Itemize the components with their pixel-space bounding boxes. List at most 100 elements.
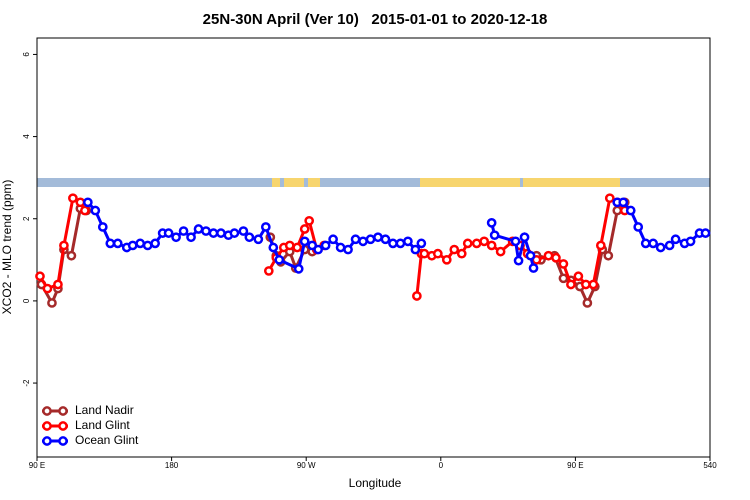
data-point	[395, 238, 406, 249]
data-point	[68, 193, 78, 204]
data-point	[612, 205, 623, 216]
legend-label: Land Glint	[75, 418, 130, 432]
data-point	[328, 234, 338, 245]
data-point	[105, 238, 116, 249]
data-point	[582, 298, 593, 308]
data-point	[260, 222, 271, 232]
x-tick-label: 180	[165, 461, 179, 470]
data-point	[53, 279, 63, 290]
data-point	[299, 224, 310, 234]
plot-frame	[36, 37, 711, 458]
data-point	[412, 291, 422, 301]
x-tick-label: 90 E	[29, 461, 45, 470]
data-point	[42, 283, 53, 294]
data-point	[581, 279, 591, 290]
data-point	[171, 232, 181, 243]
data-point	[685, 236, 696, 247]
data-point	[640, 238, 651, 249]
y-tick-label: 6	[22, 52, 31, 57]
data-point	[558, 273, 569, 284]
data-point	[625, 205, 636, 216]
data-point	[201, 226, 211, 236]
data-point	[284, 240, 295, 251]
data-point	[216, 228, 226, 238]
data-point	[335, 242, 346, 253]
map-strip	[37, 178, 710, 187]
data-point	[664, 240, 675, 251]
data-point	[127, 240, 138, 251]
data-point	[142, 240, 153, 251]
data-point	[268, 242, 279, 253]
data-point	[82, 197, 93, 208]
data-point	[471, 238, 482, 249]
data-point	[462, 238, 473, 249]
data-point	[588, 279, 599, 290]
x-tick-label: 540	[703, 461, 717, 470]
data-point	[186, 232, 196, 243]
data-point	[178, 226, 189, 236]
data-point	[618, 197, 629, 208]
legend-marker	[42, 436, 52, 446]
data-point	[343, 244, 353, 255]
data-point	[304, 215, 315, 226]
data-point	[35, 271, 45, 282]
data-point	[380, 234, 391, 245]
data-point	[489, 230, 500, 241]
x-tick-label: 90 E	[567, 461, 583, 470]
legend-marker	[58, 436, 68, 446]
data-point	[700, 228, 711, 238]
data-point	[97, 222, 108, 232]
data-point	[373, 232, 383, 243]
data-point	[320, 240, 331, 251]
data-point	[150, 238, 160, 249]
data-point	[135, 238, 146, 249]
data-point	[244, 232, 255, 243]
data-point	[208, 228, 219, 238]
data-point	[193, 224, 204, 234]
data-point	[163, 228, 174, 238]
data-point	[479, 236, 490, 247]
data-point	[299, 236, 310, 247]
data-point	[416, 238, 427, 249]
legend-marker	[58, 406, 68, 416]
x-tick-label: 90 W	[297, 461, 316, 470]
x-axis-label: Longitude	[349, 476, 402, 490]
y-tick-label: 4	[22, 134, 31, 139]
data-point	[633, 222, 644, 232]
data-point	[388, 238, 398, 249]
data-point	[513, 255, 524, 266]
data-point	[543, 250, 554, 261]
data-point	[66, 250, 77, 261]
data-point	[573, 271, 584, 282]
data-point	[486, 218, 497, 228]
data-point	[495, 246, 506, 257]
data-point	[558, 259, 569, 269]
data-point	[551, 252, 561, 263]
data-point	[528, 263, 539, 273]
data-point	[410, 244, 421, 255]
y-axis-label: XCO2 - MLO trend (ppm)	[0, 180, 14, 315]
data-point	[486, 240, 497, 251]
data-point	[670, 234, 681, 245]
data-point	[595, 240, 606, 251]
data-point	[263, 266, 274, 276]
legend-marker	[42, 421, 52, 431]
data-point	[510, 236, 521, 247]
data-point	[432, 248, 443, 259]
data-point	[313, 244, 324, 255]
data-point	[419, 248, 430, 259]
data-point	[90, 205, 101, 216]
data-point	[293, 264, 304, 274]
data-point	[350, 234, 361, 245]
data-point	[238, 226, 249, 236]
data-point	[603, 250, 614, 261]
y-tick-label: 2	[22, 216, 31, 221]
data-point	[441, 254, 452, 265]
data-point	[403, 236, 413, 247]
legend-marker	[58, 421, 68, 431]
data-point	[648, 238, 659, 249]
data-point	[519, 232, 530, 243]
y-tick-label: -2	[22, 379, 31, 387]
x-tick-label: 0	[439, 461, 444, 470]
